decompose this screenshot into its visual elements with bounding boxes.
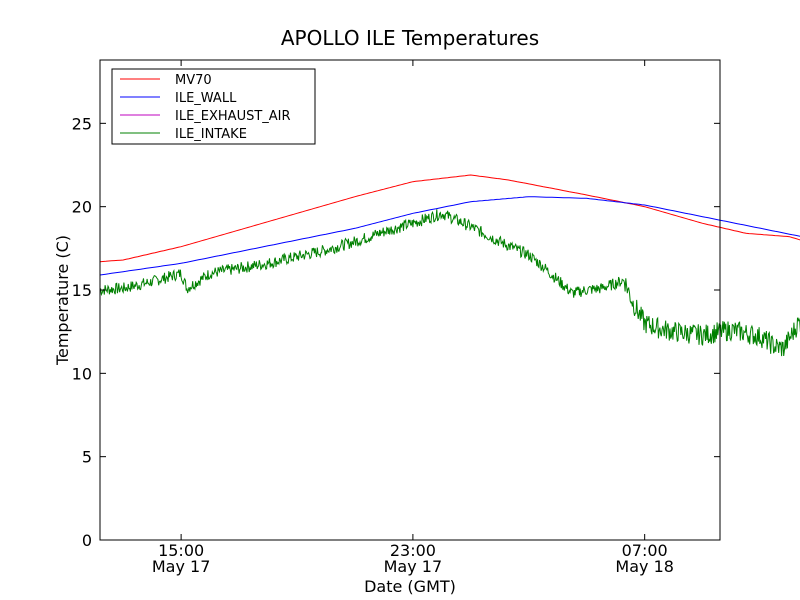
y-tick-label: 10: [72, 364, 92, 383]
legend: MV70 ILE_WALL ILE_EXHAUST_AIR ILE_INTAKE: [111, 68, 316, 145]
x-axis-label: Date (GMT): [364, 577, 456, 596]
y-tick-label: 25: [72, 114, 92, 133]
chart-title: APOLLO ILE Temperatures: [281, 26, 539, 50]
y-axis: 0 5 10 15 20 25: [72, 114, 720, 550]
legend-label-mv70: MV70: [175, 73, 212, 88]
legend-label-ile-exhaust-air: ILE_EXHAUST_AIR: [175, 109, 291, 124]
plot-frame: [99, 59, 721, 541]
x-tick-label-date: May 18: [615, 557, 674, 576]
y-tick-label: 15: [72, 281, 92, 300]
x-tick-label-date: May 17: [152, 557, 211, 576]
x-tick-label-time: 15:00: [158, 541, 204, 560]
legend-box: [111, 68, 316, 145]
y-tick-label: 5: [82, 448, 92, 467]
x-tick-label-time: 23:00: [390, 541, 436, 560]
legend-label-ile-intake: ILE_INTAKE: [175, 127, 247, 142]
series-line-ile-intake: [99, 209, 800, 357]
series-line-ile-wall: [99, 196, 800, 276]
y-axis-label: Temperature (C): [53, 235, 72, 366]
series-layer: [99, 174, 800, 357]
y-tick-label: 0: [82, 531, 92, 550]
y-tick-label: 20: [72, 198, 92, 217]
x-tick-label-time: 07:00: [622, 541, 668, 560]
legend-label-ile-wall: ILE_WALL: [175, 91, 237, 106]
series-line-mv70: [99, 174, 800, 263]
x-tick-label-date: May 17: [384, 557, 443, 576]
